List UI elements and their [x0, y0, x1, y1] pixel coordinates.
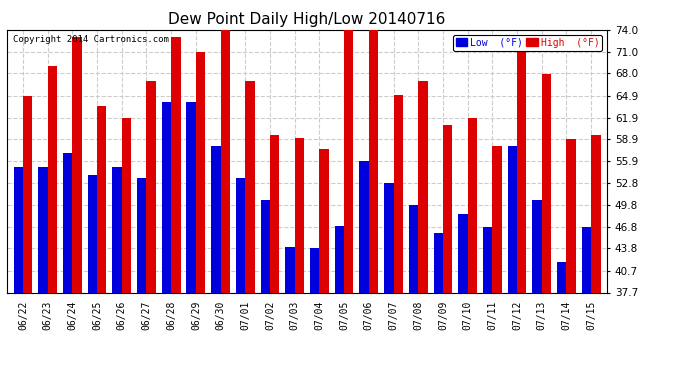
Bar [270, 135, 279, 292]
Bar [171, 37, 181, 292]
Bar [211, 146, 221, 292]
Bar [295, 138, 304, 292]
Bar [319, 149, 329, 292]
Bar [533, 200, 542, 292]
Bar [433, 233, 443, 292]
Bar [393, 95, 403, 292]
Bar [517, 37, 526, 292]
Bar [384, 183, 393, 292]
Bar [359, 161, 369, 292]
Bar [121, 117, 131, 292]
Bar [146, 81, 156, 292]
Bar [63, 153, 72, 292]
Bar [14, 167, 23, 292]
Bar [48, 66, 57, 292]
Bar [542, 74, 551, 292]
Bar [344, 30, 353, 292]
Text: Copyright 2014 Cartronics.com: Copyright 2014 Cartronics.com [13, 35, 169, 44]
Bar [369, 30, 378, 292]
Bar [310, 248, 319, 292]
Bar [508, 146, 517, 292]
Bar [285, 247, 295, 292]
Bar [38, 167, 48, 292]
Bar [335, 226, 344, 292]
Bar [591, 135, 600, 292]
Bar [161, 102, 171, 292]
Bar [112, 167, 121, 292]
Bar [23, 96, 32, 292]
Bar [186, 102, 196, 292]
Bar [88, 175, 97, 292]
Bar [409, 205, 418, 292]
Bar [566, 139, 576, 292]
Bar [582, 227, 591, 292]
Bar [483, 227, 493, 292]
Bar [137, 178, 146, 292]
Bar [97, 106, 106, 292]
Legend: Low  (°F), High  (°F): Low (°F), High (°F) [453, 35, 602, 51]
Bar [557, 262, 566, 292]
Bar [261, 200, 270, 292]
Bar [458, 214, 468, 292]
Title: Dew Point Daily High/Low 20140716: Dew Point Daily High/Low 20140716 [168, 12, 446, 27]
Bar [443, 125, 453, 292]
Bar [493, 146, 502, 292]
Bar [221, 30, 230, 292]
Bar [418, 81, 428, 292]
Bar [245, 81, 255, 292]
Bar [468, 117, 477, 292]
Bar [236, 178, 245, 292]
Bar [196, 52, 205, 292]
Bar [72, 37, 81, 292]
